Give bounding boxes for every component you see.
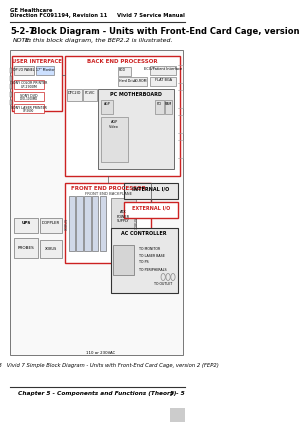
Bar xyxy=(65,56,180,176)
Text: AGP: AGP xyxy=(103,102,110,105)
Bar xyxy=(84,196,91,251)
Bar xyxy=(92,196,98,251)
Bar xyxy=(150,66,176,75)
Text: USER INTERFACE: USER INTERFACE xyxy=(12,59,62,64)
Bar xyxy=(12,56,62,111)
Text: PCI: PCI xyxy=(157,102,162,105)
Text: Chapter 5 - Components and Functions (Theory): Chapter 5 - Components and Functions (Th… xyxy=(18,391,176,396)
Text: FRONT END BACKPLANE: FRONT END BACKPLANE xyxy=(85,192,132,196)
Bar xyxy=(83,89,97,101)
Bar xyxy=(10,100,12,105)
Text: ECG/Patient Interface: ECG/Patient Interface xyxy=(144,67,182,71)
Text: TO MONITOR: TO MONITOR xyxy=(139,247,160,251)
Text: Block Diagram - Units with Front-End Card Cage, version 2 (FEP2): Block Diagram - Units with Front-End Car… xyxy=(31,27,300,36)
Bar xyxy=(36,66,55,75)
Text: Hard Drive: Hard Drive xyxy=(118,79,136,82)
Bar xyxy=(118,77,147,86)
Text: XDBUS: XDBUS xyxy=(45,247,57,251)
Bar xyxy=(155,100,164,114)
Text: SONY LASER PRINTER: SONY LASER PRINTER xyxy=(11,105,47,110)
Text: TO PERIPHERALS: TO PERIPHERALS xyxy=(139,268,166,272)
Text: 5-2-7: 5-2-7 xyxy=(10,27,34,36)
Text: 17" Monitor: 17" Monitor xyxy=(36,68,55,71)
Bar xyxy=(10,92,12,97)
Bar xyxy=(14,66,34,75)
Text: EXTERNAL I/O: EXTERNAL I/O xyxy=(132,205,170,210)
Bar xyxy=(118,67,131,76)
Bar xyxy=(10,76,12,81)
Bar xyxy=(68,196,75,251)
Bar xyxy=(101,100,113,114)
Text: NOTE:: NOTE: xyxy=(13,38,32,43)
Text: XDBUS: XDBUS xyxy=(65,218,69,230)
Bar xyxy=(124,183,178,199)
Bar xyxy=(67,89,82,101)
Bar xyxy=(150,77,176,86)
Text: 110 or 230VAC: 110 or 230VAC xyxy=(86,351,115,355)
Bar xyxy=(40,218,62,233)
Bar xyxy=(113,245,134,275)
Bar xyxy=(14,92,44,101)
Bar xyxy=(10,50,183,355)
Text: TO PS: TO PS xyxy=(139,260,148,264)
Bar xyxy=(111,228,178,293)
Text: CD-ROM: CD-ROM xyxy=(134,79,147,82)
Bar xyxy=(14,104,44,113)
Bar xyxy=(111,198,136,238)
Text: SONY COLOR PRINTER: SONY COLOR PRINTER xyxy=(11,81,47,85)
Text: Direction FC091194, Revision 11: Direction FC091194, Revision 11 xyxy=(10,13,107,18)
Bar xyxy=(100,196,106,251)
Text: PROBES: PROBES xyxy=(17,246,34,250)
Text: BACK END PROCESSOR: BACK END PROCESSOR xyxy=(87,59,158,64)
Bar xyxy=(124,202,178,218)
Text: DPC2IO: DPC2IO xyxy=(67,91,81,95)
Bar xyxy=(10,84,12,89)
Text: GE Healthcare: GE Healthcare xyxy=(10,8,52,13)
Bar xyxy=(76,196,82,251)
Bar xyxy=(170,408,184,422)
Text: 5 - 5: 5 - 5 xyxy=(170,391,184,396)
Bar xyxy=(10,68,12,73)
Text: FLAT BGA: FLAT BGA xyxy=(155,78,172,82)
Text: FDD: FDD xyxy=(118,68,126,72)
Bar xyxy=(14,80,44,89)
Text: DVO-1000MD: DVO-1000MD xyxy=(20,97,38,101)
Text: DOPPLER: DOPPLER xyxy=(42,221,60,225)
Text: AGP
Video: AGP Video xyxy=(110,120,119,129)
Text: FRONT END PROCESSOR: FRONT END PROCESSOR xyxy=(71,186,146,191)
Text: OP I/O PANEL: OP I/O PANEL xyxy=(13,68,35,71)
Text: RAM: RAM xyxy=(165,102,172,105)
Bar xyxy=(98,89,174,169)
Text: UP-5600: UP-5600 xyxy=(23,109,34,113)
Text: PC MOTHERBOARD: PC MOTHERBOARD xyxy=(110,92,162,97)
Text: PCVIC: PCVIC xyxy=(85,91,95,95)
Text: SONY DVD: SONY DVD xyxy=(20,94,38,97)
Bar xyxy=(165,100,172,114)
Bar xyxy=(40,240,62,258)
Text: INTERNAL I/O: INTERNAL I/O xyxy=(132,186,170,191)
Text: TO LASER BASE: TO LASER BASE xyxy=(139,254,164,258)
Bar xyxy=(14,238,38,258)
Text: In this block diagram, the BEP2.2 is illustrated.: In this block diagram, the BEP2.2 is ill… xyxy=(25,38,173,43)
Bar xyxy=(101,117,128,162)
Bar xyxy=(65,183,151,263)
Text: Vivid 7 Service Manual: Vivid 7 Service Manual xyxy=(117,13,184,18)
Text: ATX
POWER
SUPPLY: ATX POWER SUPPLY xyxy=(117,210,130,223)
Text: UP-2900M: UP-2900M xyxy=(20,85,37,88)
Text: TO OUTLET: TO OUTLET xyxy=(154,282,172,286)
Text: XDBUS: XDBUS xyxy=(135,217,139,229)
Text: AC CONTROLLER: AC CONTROLLER xyxy=(122,231,167,236)
Bar xyxy=(14,218,38,233)
Text: Figure 5-3   Vivid 7 Simple Block Diagram - Units with Front-End Card Cage, vers: Figure 5-3 Vivid 7 Simple Block Diagram … xyxy=(0,363,219,368)
Text: UPS: UPS xyxy=(21,221,30,225)
